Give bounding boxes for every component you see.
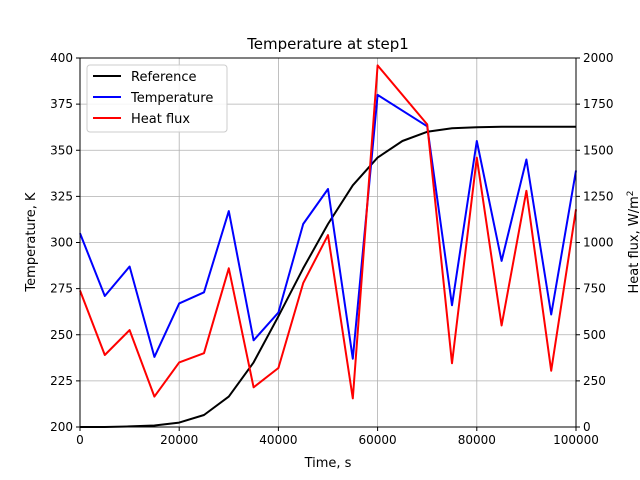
series-line-heat-flux [79, 64, 577, 400]
x-tick-label: 60000 [359, 433, 397, 447]
y-tick-label: 350 [50, 143, 73, 157]
y2-axis-label-superscript: 2 [626, 191, 636, 197]
y2-tick-label: 500 [583, 328, 606, 342]
series-line-reference [80, 125, 576, 428]
y2-tick-label: 250 [583, 374, 606, 388]
x-tick-label: 80000 [458, 433, 496, 447]
legend-label-heat-flux: Heat flux [131, 112, 190, 127]
x-tick-label: 100000 [553, 433, 599, 447]
x-axis-ticks: 0 20000 40000 60000 80000 100000 [76, 427, 599, 447]
y-tick-label: 250 [50, 328, 73, 342]
x-tick-label: 0 [76, 433, 84, 447]
y-tick-label: 300 [50, 236, 73, 250]
y-tick-label: 325 [50, 189, 73, 203]
y-tick-label: 200 [50, 420, 73, 434]
y-tick-label: 375 [50, 97, 73, 111]
legend: Reference Temperature Heat flux [86, 64, 228, 133]
chart-title: Temperature at step1 [246, 35, 409, 53]
legend-label-reference: Reference [131, 70, 196, 85]
x-tick-label: 40000 [259, 433, 297, 447]
legend-label-temperature: Temperature [130, 91, 213, 106]
y2-tick-label: 1250 [583, 189, 614, 203]
y2-axis-ticks: 0 250 500 750 1000 1250 1500 1750 2000 [576, 51, 614, 434]
y-axis-ticks: 200 225 250 275 300 325 350 375 400 [50, 51, 80, 434]
y2-tick-label: 1000 [583, 236, 614, 250]
legend-box [86, 64, 228, 133]
x-axis-label: Time, s [304, 456, 352, 471]
y-tick-label: 225 [50, 374, 73, 388]
y2-axis-label: Heat flux, W/m2 [626, 191, 640, 294]
y-tick-label: 400 [50, 51, 73, 65]
y2-axis-label-main: Heat flux, W/m [627, 196, 640, 293]
y2-tick-label: 0 [583, 420, 591, 434]
y-tick-label: 275 [50, 282, 73, 296]
x-tick-label: 20000 [160, 433, 198, 447]
y2-tick-label: 1750 [583, 97, 614, 111]
y-axis-label: Temperature, K [24, 192, 39, 293]
y2-tick-label: 750 [583, 282, 606, 296]
series-lines [79, 64, 577, 428]
y2-tick-label: 1500 [583, 143, 614, 157]
series-line-temperature [79, 93, 577, 360]
y2-tick-label: 2000 [583, 51, 614, 65]
